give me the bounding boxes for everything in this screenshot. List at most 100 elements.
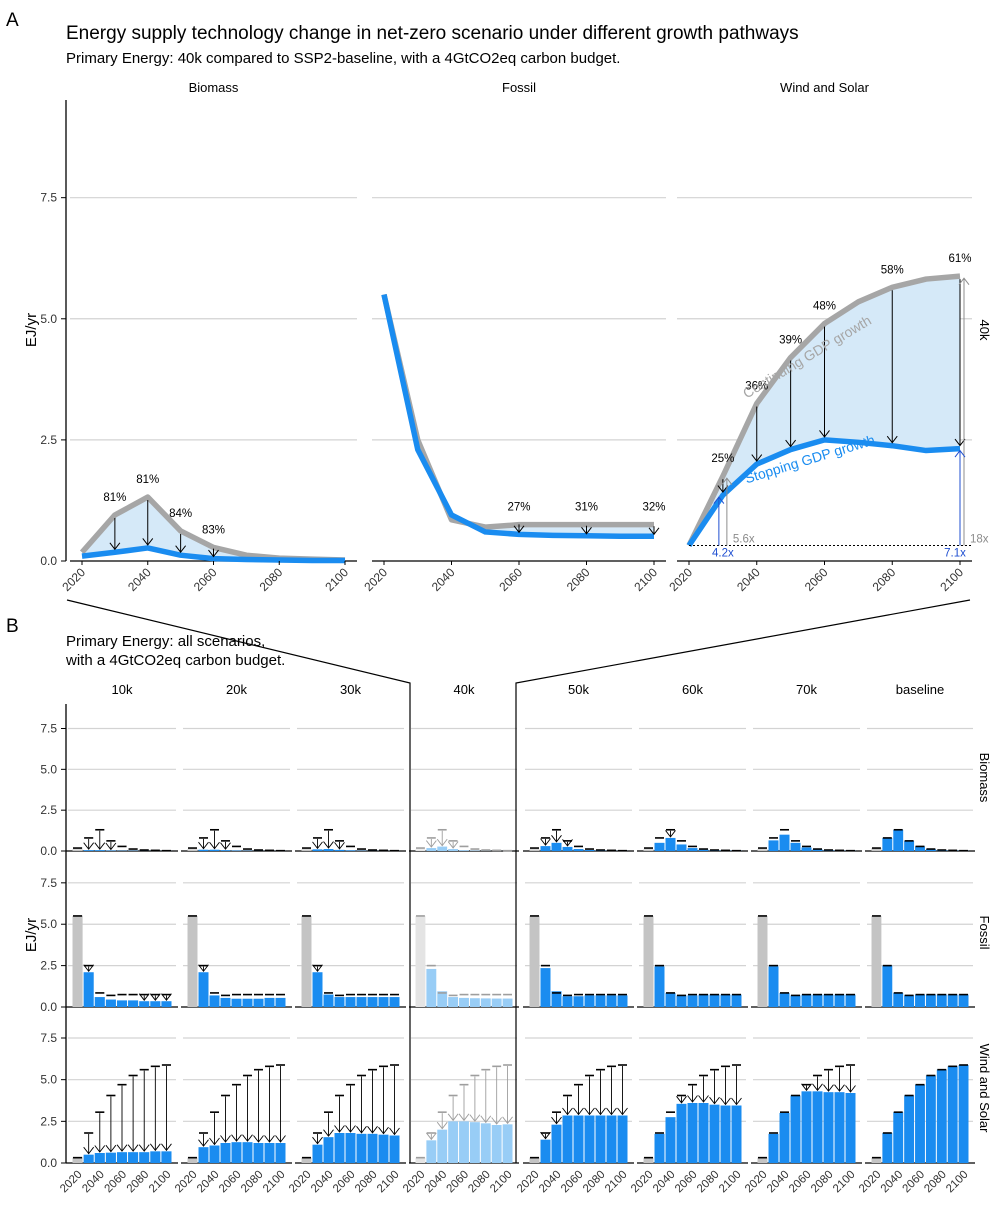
bar [948, 1066, 958, 1163]
bar [758, 849, 768, 851]
facet-baseline-fossil [865, 883, 975, 1007]
xtick-label: 2100 [717, 1169, 744, 1196]
facet-30k-fossil [295, 883, 406, 1007]
xtick-label: 2020 [515, 1169, 542, 1196]
bar [416, 1158, 426, 1163]
bar [541, 968, 551, 1007]
xtick-label: 2060 [103, 1169, 130, 1196]
reduction-label: 58% [881, 264, 904, 276]
bar [710, 995, 720, 1007]
bar [84, 972, 94, 1007]
bar [574, 1116, 584, 1164]
xtick-label: 2020 [401, 1169, 428, 1196]
bar [313, 849, 323, 851]
xtick-label: 2100 [603, 1169, 630, 1196]
bar [563, 847, 573, 851]
xtick-label: 2060 [802, 565, 831, 594]
bar [688, 848, 698, 851]
bar [872, 916, 882, 1007]
bar [106, 1000, 116, 1007]
bar [335, 997, 345, 1007]
bar [563, 1116, 573, 1164]
xtick-label: 2040 [309, 1169, 336, 1196]
bar [390, 1136, 400, 1164]
bar [95, 1153, 105, 1163]
xtick-label: 2060 [901, 1169, 928, 1196]
bar [416, 916, 426, 1007]
bar [813, 1091, 823, 1163]
xtick-label: 2020 [59, 565, 88, 594]
xtick-label: 2020 [58, 1169, 85, 1196]
bar [644, 849, 654, 851]
bar [302, 849, 312, 851]
facet-60k-fossil [637, 883, 748, 1007]
panel-b-ytick-label: 7.5 [40, 722, 57, 736]
bar [802, 847, 812, 851]
bar [530, 916, 540, 1007]
reduction-label: 81% [103, 492, 126, 504]
bar [221, 850, 231, 851]
bar [893, 1112, 903, 1163]
panel-b-ylabel: EJ/yr [23, 918, 40, 952]
bar [655, 966, 665, 1007]
bar [552, 1125, 562, 1163]
bar [426, 969, 436, 1007]
bar [937, 1070, 947, 1163]
column-strip-label: 60k [682, 682, 703, 697]
bar [161, 1151, 171, 1163]
bar [265, 998, 275, 1007]
xtick-label: 2080 [695, 1169, 722, 1196]
bar [585, 1116, 595, 1164]
bar [188, 849, 198, 851]
row-strip-label: Wind and Solar [977, 1044, 992, 1134]
facet-50k-fossil [523, 883, 634, 1007]
panel-a-ytick-label: 5.0 [40, 312, 57, 326]
xtick-label: 2040 [651, 1169, 678, 1196]
bar [769, 840, 779, 851]
bar [721, 995, 731, 1007]
xtick-label: 2060 [673, 1169, 700, 1196]
reduction-label: 31% [575, 502, 598, 514]
panel-b-ytick-label: 2.5 [40, 1114, 57, 1128]
xtick-label: 2060 [787, 1169, 814, 1196]
bar [470, 1122, 480, 1163]
bar [448, 1121, 458, 1163]
bar [161, 1001, 171, 1007]
bar [732, 1106, 742, 1164]
xtick-label: 2040 [125, 565, 154, 594]
row-strip-label: Fossil [977, 916, 992, 950]
column-strip-label: 30k [340, 682, 361, 697]
panel-a-ytick-label: 7.5 [40, 191, 57, 205]
bar [379, 997, 389, 1007]
xtick-label: 2080 [564, 565, 593, 594]
multiplier-label: 7.1x [944, 547, 966, 559]
panel-a-ytick-label: 0.0 [40, 554, 57, 568]
xtick-label: 2080 [922, 1169, 949, 1196]
panel-b-ytick-label: 2.5 [40, 959, 57, 973]
xtick-label: 2020 [857, 1169, 884, 1196]
panel-b-ytick-label: 0.0 [40, 844, 57, 858]
bar [835, 995, 845, 1007]
xtick-label: 2080 [466, 1169, 493, 1196]
bar [644, 916, 654, 1007]
panel-a-letter: A [6, 10, 19, 31]
bar [937, 995, 947, 1007]
bar [655, 1134, 665, 1163]
bar [563, 996, 573, 1007]
bar [585, 850, 595, 851]
column-strip-label: 20k [226, 682, 247, 697]
bar [265, 1143, 275, 1163]
bar [835, 1092, 845, 1163]
bar [574, 849, 584, 851]
bar [721, 1106, 731, 1164]
bar [73, 1158, 83, 1163]
xtick-label: 2100 [631, 565, 660, 594]
